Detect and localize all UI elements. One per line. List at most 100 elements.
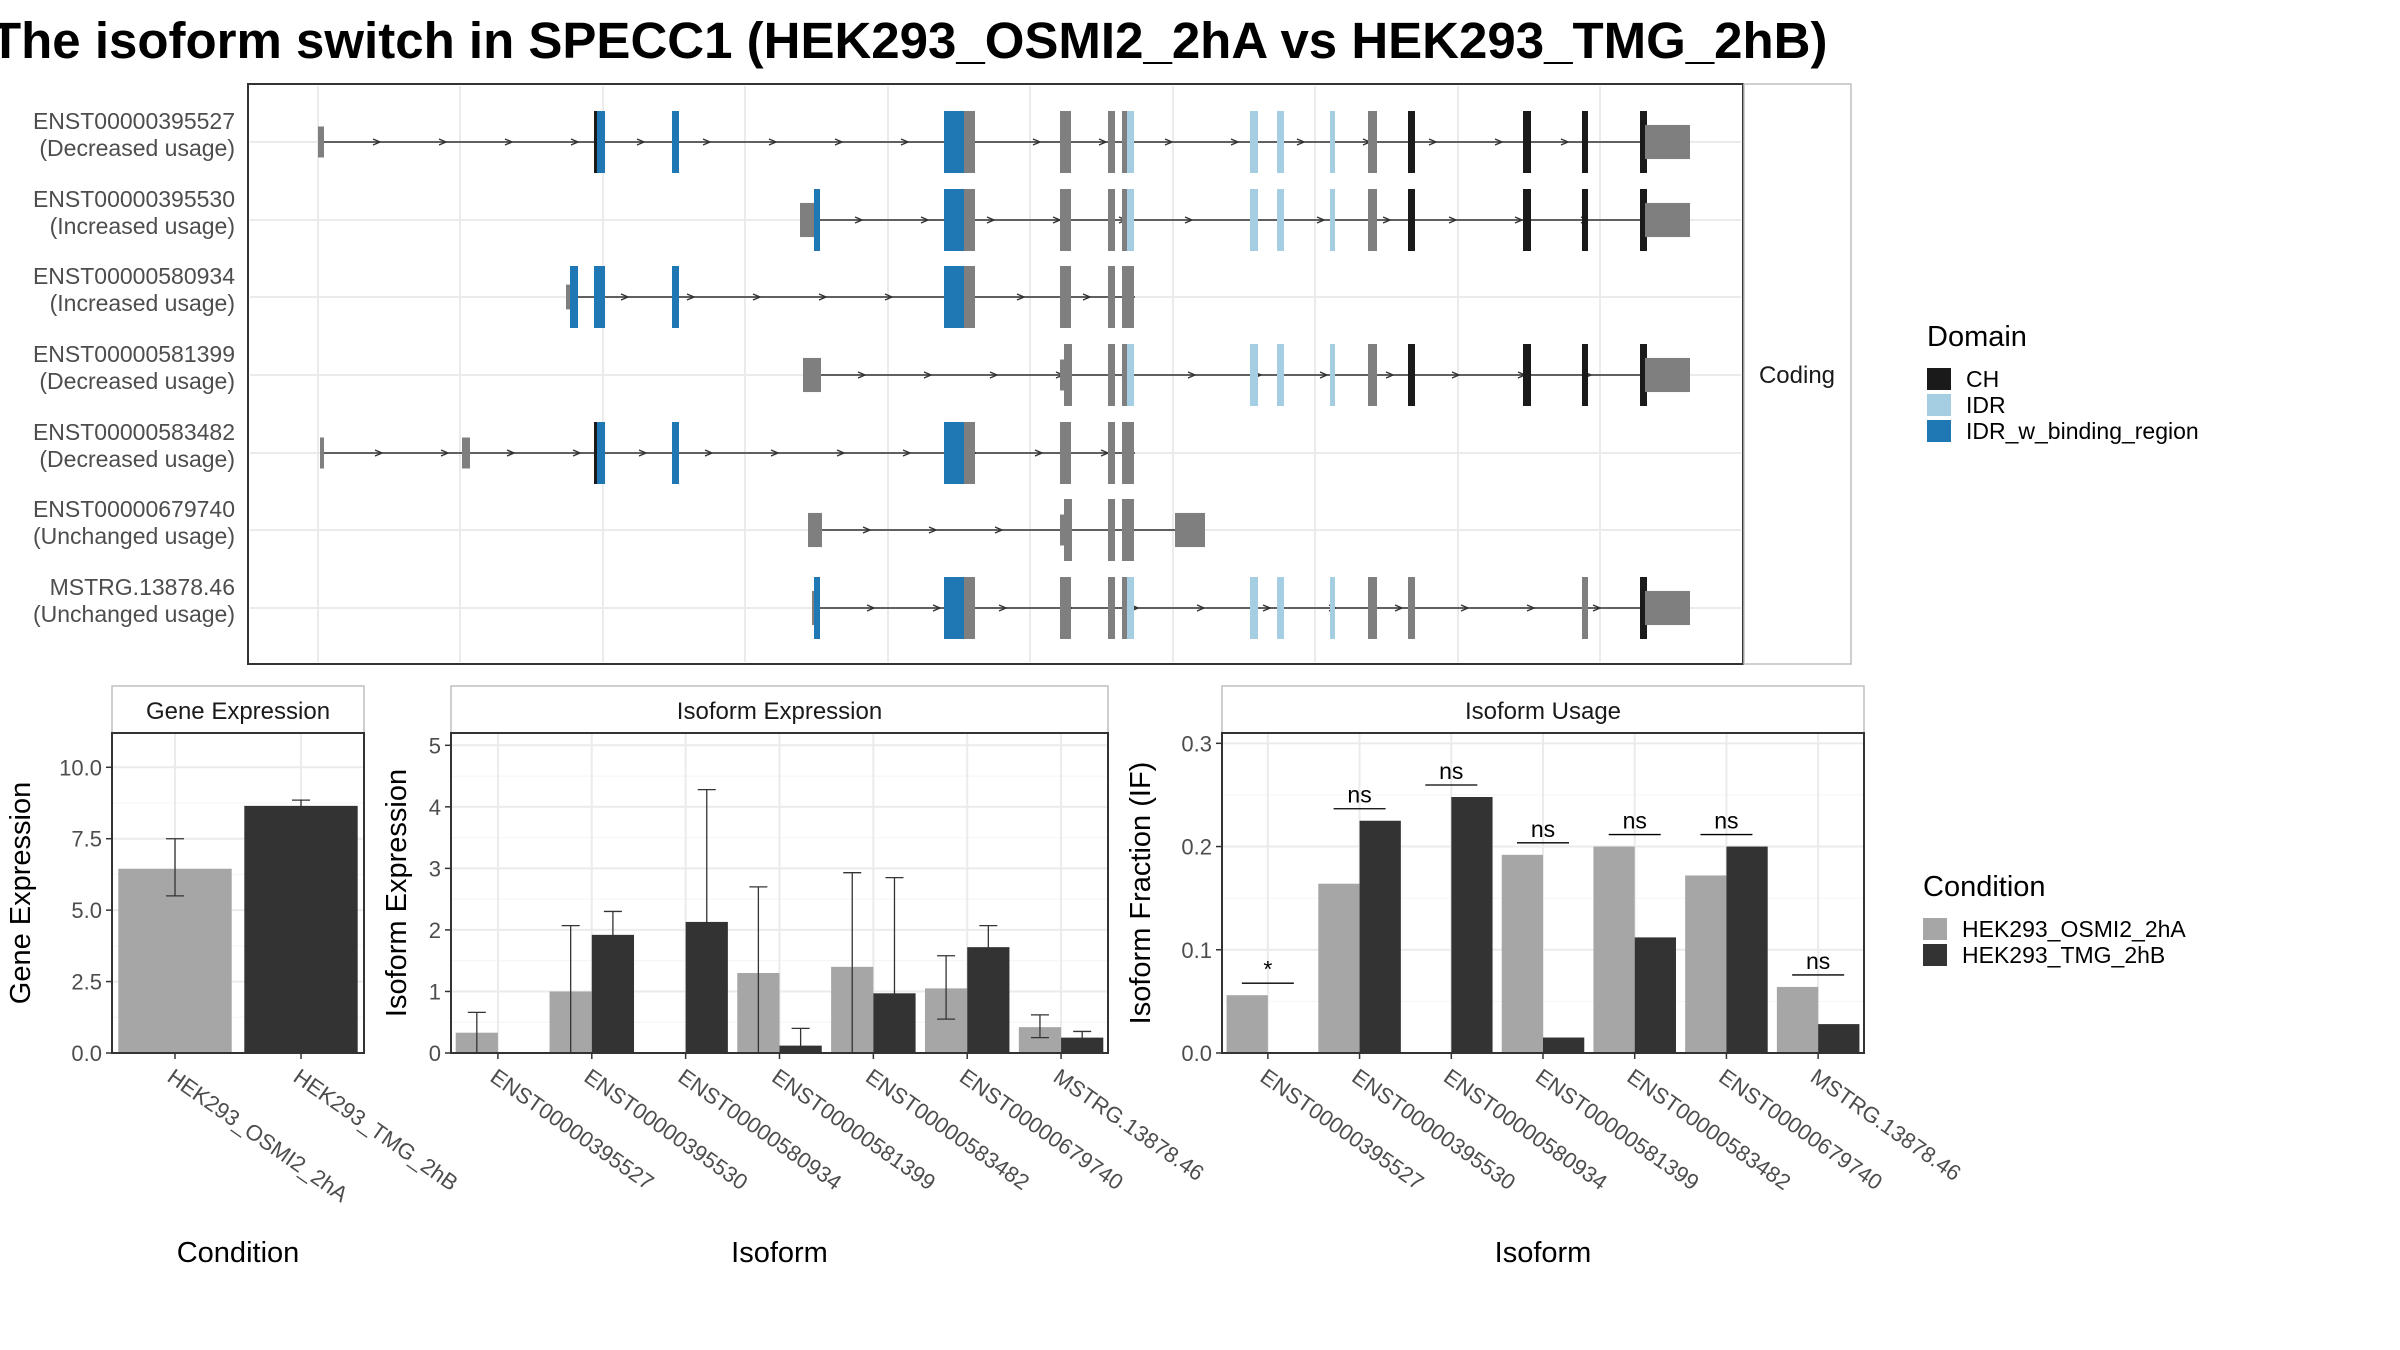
strand-arrow — [1034, 449, 1044, 457]
strand-arrow — [1526, 604, 1536, 612]
exon — [1127, 422, 1134, 484]
strand-arrow — [986, 216, 996, 224]
exon — [1645, 124, 1690, 160]
strand-arrow — [862, 526, 872, 534]
strand-arrow — [1230, 138, 1240, 146]
exon — [1127, 111, 1134, 173]
condition-legend-swatch — [1923, 944, 1947, 966]
transcript-row — [566, 266, 1135, 328]
x-tick-label: ENST00000583482 — [861, 1064, 1034, 1195]
gene-expression-panel: Gene Expression0.02.55.07.510.0HEK293_OS… — [5, 685, 463, 1269]
exon — [318, 126, 324, 158]
exon — [570, 266, 578, 328]
y-tick-label: 2.5 — [71, 970, 102, 995]
strand-arrow — [900, 138, 910, 146]
strand-arrow — [506, 449, 516, 457]
significance-label: ns — [1531, 816, 1555, 842]
x-tick-label: ENST00000580934 — [1439, 1064, 1612, 1195]
transcript-usage-label: (Decreased usage) — [39, 135, 235, 161]
panel-border — [111, 732, 365, 1054]
strand-arrow — [1316, 216, 1326, 224]
strand-arrow — [636, 138, 646, 146]
strand-arrow — [1319, 371, 1329, 379]
domain-legend-label: IDR — [1966, 392, 2006, 418]
strand-arrow — [1098, 138, 1108, 146]
exon — [1108, 266, 1115, 328]
exon — [1108, 111, 1115, 173]
strand-arrow — [866, 604, 876, 612]
strand-arrow — [1164, 138, 1174, 146]
y-tick-label: 0 — [429, 1041, 441, 1066]
exon — [1127, 577, 1134, 639]
exon — [462, 437, 470, 469]
bar — [1818, 1024, 1860, 1053]
panel-strip — [111, 685, 365, 734]
strand-arrow — [994, 526, 1004, 534]
bar — [1359, 820, 1401, 1053]
exon — [1523, 344, 1531, 406]
bar — [1226, 995, 1268, 1053]
transcript-id-label: MSTRG.13878.46 — [50, 574, 235, 600]
bar — [1593, 846, 1635, 1053]
transcript-usage-label: (Decreased usage) — [39, 446, 235, 472]
strand-arrow — [928, 526, 938, 534]
exon — [1108, 189, 1115, 251]
exon — [1127, 499, 1134, 561]
exon — [1060, 266, 1071, 328]
transcript-usage-label: (Increased usage) — [50, 213, 235, 239]
exon — [1175, 512, 1205, 548]
transcript-row — [803, 344, 1690, 406]
strand-arrow — [920, 216, 930, 224]
transcript-id-label: ENST00000679740 — [33, 496, 235, 522]
bar — [244, 805, 358, 1053]
exon — [1060, 359, 1065, 391]
x-tick-label: ENST00000580934 — [674, 1064, 847, 1195]
domain-legend-label: CH — [1966, 366, 1999, 392]
domain-legend-swatch — [1927, 394, 1951, 416]
transcript-row — [812, 577, 1690, 639]
transcript-id-label: ENST00000583482 — [33, 419, 235, 445]
strip-label-coding: Coding — [1759, 362, 1835, 389]
exon — [944, 189, 966, 251]
y-axis-title: Isoform Fraction (IF) — [1125, 762, 1157, 1025]
exon — [594, 266, 605, 328]
y-tick-label: 1 — [429, 979, 441, 1004]
isoform-expression-panel: Isoform Expression012345ENST00000395527E… — [381, 685, 1209, 1269]
exon — [1108, 499, 1115, 561]
x-tick-label: MSTRG.13878.46 — [1806, 1064, 1966, 1186]
x-tick-label: ENST00000581399 — [767, 1064, 940, 1195]
exon — [1127, 189, 1134, 251]
exon — [1330, 111, 1335, 173]
bar — [1685, 875, 1727, 1053]
transcript-row — [808, 499, 1205, 561]
transcript-row — [800, 189, 1690, 251]
exon — [803, 357, 821, 393]
strand-arrow — [638, 449, 648, 457]
exon — [1122, 499, 1129, 561]
y-tick-label: 0.0 — [71, 1041, 102, 1066]
y-tick-label: 2 — [429, 918, 441, 943]
exon — [672, 266, 679, 328]
exon — [1108, 422, 1115, 484]
strand-arrow — [1494, 138, 1504, 146]
exon — [594, 111, 598, 173]
exon — [944, 266, 966, 328]
exon — [1277, 189, 1284, 251]
bar — [1061, 1037, 1104, 1053]
strand-arrow — [923, 371, 933, 379]
significance-label: ns — [1714, 808, 1738, 834]
x-tick-label: ENST00000583482 — [1623, 1064, 1796, 1195]
exon — [672, 422, 679, 484]
bar — [1318, 883, 1360, 1053]
exon — [814, 189, 820, 251]
strand-arrow — [1592, 604, 1602, 612]
strand-arrow — [620, 293, 630, 301]
panel-strip — [1221, 685, 1865, 734]
exon — [566, 284, 572, 310]
panel-title: Isoform Expression — [677, 698, 882, 725]
exon — [1108, 577, 1115, 639]
exon — [1127, 266, 1134, 328]
exon — [1330, 577, 1335, 639]
exon — [944, 422, 966, 484]
strand-arrow — [854, 216, 864, 224]
